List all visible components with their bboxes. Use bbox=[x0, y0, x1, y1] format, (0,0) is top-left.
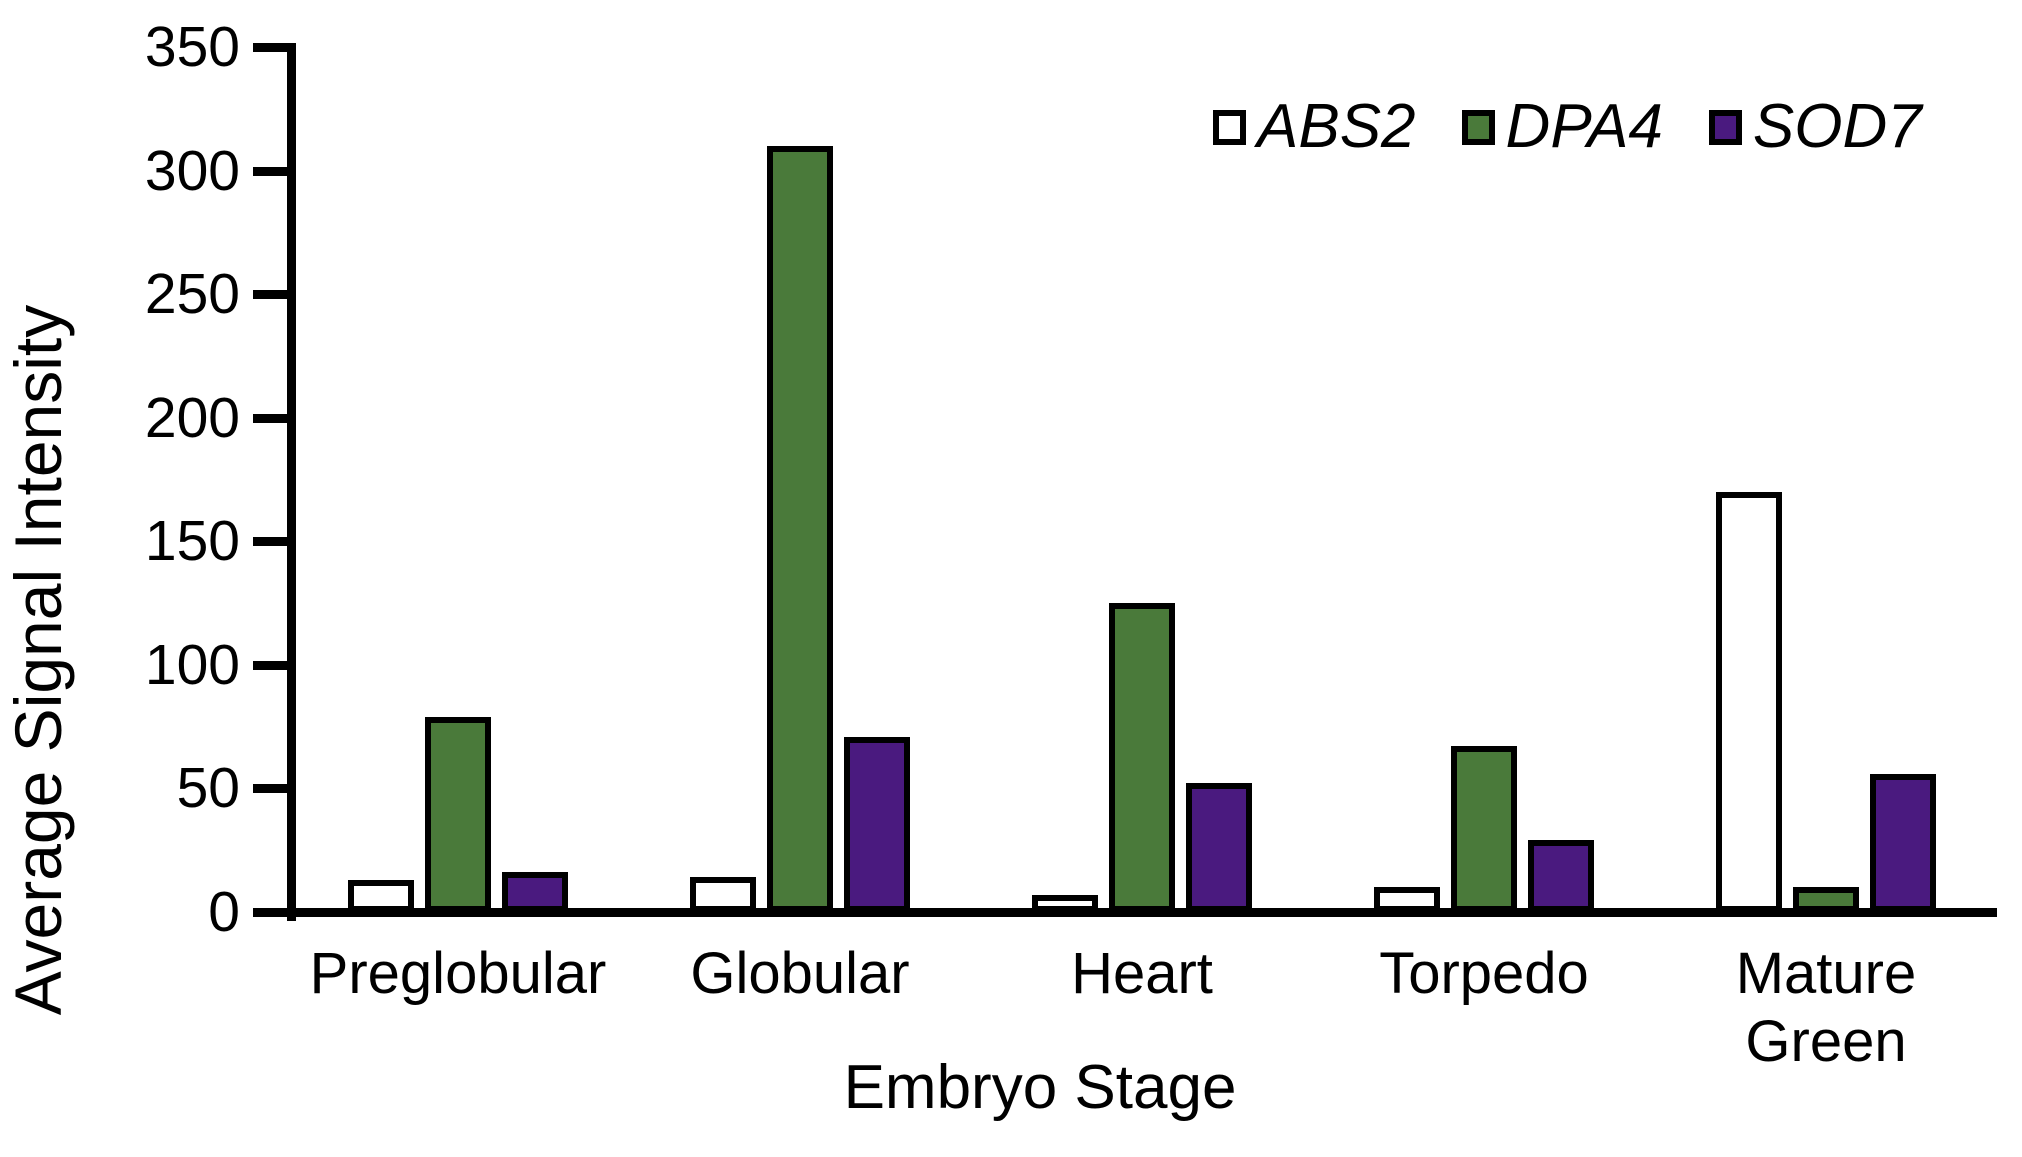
y-tick-mark bbox=[253, 784, 287, 794]
y-tick-mark bbox=[253, 413, 287, 423]
y-tick-mark bbox=[253, 908, 287, 917]
legend: ABS2 DPA4 SOD7 bbox=[1213, 92, 1922, 162]
x-axis-line bbox=[253, 908, 1997, 917]
y-tick-mark bbox=[253, 166, 287, 176]
bar-abs2-heart bbox=[1032, 894, 1098, 912]
x-axis-title: Embryo Stage bbox=[843, 1053, 1237, 1122]
bar-sod7-torpedo bbox=[1528, 840, 1594, 912]
legend-label: DPA4 bbox=[1505, 92, 1663, 161]
bar-sod7-globular bbox=[844, 736, 910, 912]
legend-item: SOD7 bbox=[1708, 92, 1922, 162]
y-tick-label: 300 bbox=[144, 138, 240, 203]
y-tick-label: 100 bbox=[144, 632, 240, 697]
y-tick-label: 200 bbox=[144, 385, 240, 450]
legend-swatch-icon bbox=[1461, 109, 1495, 145]
legend-swatch-icon bbox=[1213, 109, 1246, 145]
legend-label: ABS2 bbox=[1257, 92, 1416, 161]
legend-item: ABS2 bbox=[1213, 92, 1416, 162]
legend-swatch-icon bbox=[1708, 109, 1742, 145]
y-tick-mark bbox=[253, 537, 287, 547]
x-tick-label: Preglobular bbox=[309, 941, 607, 1006]
y-tick-label: 50 bbox=[176, 756, 240, 821]
bar-dpa4-heart bbox=[1109, 603, 1175, 912]
bar-dpa4-globular bbox=[767, 145, 833, 912]
y-axis-title: Average Signal Intensity bbox=[1, 304, 75, 1016]
x-tick-label: Heart bbox=[1071, 941, 1213, 1006]
y-tick-label: 250 bbox=[144, 262, 240, 327]
bar-sod7-preglobular bbox=[502, 872, 568, 912]
x-tick-label: Globular bbox=[690, 941, 910, 1006]
y-tick-mark bbox=[253, 290, 287, 300]
bar-sod7-heart bbox=[1186, 783, 1252, 912]
y-tick-label: 150 bbox=[144, 509, 240, 574]
bar-dpa4-torpedo bbox=[1451, 746, 1517, 912]
y-tick-label: 0 bbox=[208, 880, 240, 944]
bar-dpa4-preglobular bbox=[425, 716, 491, 912]
bar-sod7-mature-green bbox=[1870, 773, 1936, 912]
legend-item: DPA4 bbox=[1461, 92, 1663, 162]
bar-abs2-mature-green bbox=[1716, 491, 1782, 912]
bar-abs2-torpedo bbox=[1374, 887, 1440, 912]
y-tick-label: 350 bbox=[144, 15, 240, 79]
x-tick-label: Mature Green bbox=[1735, 941, 1917, 1074]
y-axis-line bbox=[287, 43, 296, 921]
y-tick-mark bbox=[253, 660, 287, 670]
x-tick-label: Torpedo bbox=[1379, 941, 1589, 1006]
bar-dpa4-mature-green bbox=[1793, 887, 1859, 912]
legend-label: SOD7 bbox=[1752, 92, 1922, 161]
y-tick-mark bbox=[253, 43, 287, 52]
bar-abs2-preglobular bbox=[348, 879, 414, 912]
bar-abs2-globular bbox=[690, 877, 756, 912]
